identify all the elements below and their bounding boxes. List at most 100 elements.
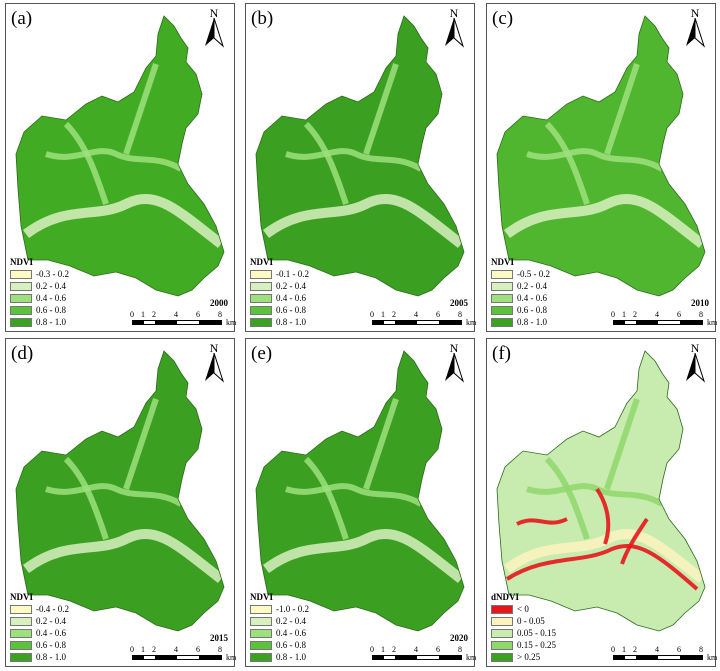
map-panel: (e) N NDVI -1.0 - 0.2 0.2 - 0.4 0.4 - 0.6 0.6 …	[245, 338, 476, 667]
legend-swatch	[250, 628, 272, 638]
scale-tick-label: 8	[218, 645, 222, 654]
legend-label: 0.8 - 1.0	[276, 317, 306, 327]
legend-item: -0.5 - 0.2	[491, 268, 550, 280]
scale-tick-label: 1	[381, 310, 385, 319]
panel-label: (a)	[11, 8, 33, 29]
legend-swatch	[10, 628, 32, 638]
study-area-map	[15, 15, 225, 297]
panel-label: (f)	[492, 343, 511, 364]
panel-label: (e)	[251, 343, 273, 364]
north-arrow-icon: N	[201, 6, 227, 48]
scale-tick-label: 6	[196, 645, 200, 654]
legend-swatch	[491, 652, 513, 662]
scale-tick-label: 2	[633, 310, 637, 319]
legend-item: 0.8 - 1.0	[10, 316, 69, 328]
legend-item: 0 - 0.05	[491, 615, 556, 627]
legend-item: 0.2 - 0.4	[250, 280, 309, 292]
legend-swatch	[250, 269, 272, 279]
legend-label: 0.6 - 0.8	[36, 305, 66, 315]
scale-tick-label: 4	[655, 645, 659, 654]
scale-tick-label: 8	[699, 310, 703, 319]
year-label: 2015	[210, 633, 228, 643]
scale-bar: 0 1 2 4 6 8 km	[130, 310, 236, 330]
legend-item: 0.4 - 0.6	[10, 292, 69, 304]
scale-tick-label: 0	[370, 310, 374, 319]
legend-swatch	[10, 293, 32, 303]
north-arrow-icon: N	[441, 6, 467, 48]
legend-item: 0.8 - 1.0	[491, 316, 550, 328]
scale-tick-label: 0	[130, 310, 134, 319]
scale-tick-label: 2	[633, 645, 637, 654]
legend-label: 0.8 - 1.0	[517, 317, 547, 327]
legend-swatch	[491, 317, 513, 327]
scale-unit: km	[466, 653, 477, 662]
north-label: N	[209, 341, 219, 355]
panel-label: (b)	[251, 8, 274, 29]
legend-title: NDVI	[250, 257, 274, 267]
scale-tick-label: 8	[218, 310, 222, 319]
map-panel: (c) N NDVI -0.5 - 0.2 0.2 - 0.4 0.4 - 0.6 0.6 …	[486, 3, 717, 332]
map-legend: NDVI -1.0 - 0.2 0.2 - 0.4 0.4 - 0.6 0.6 - 0.…	[250, 592, 309, 663]
legend-item: 0.4 - 0.6	[10, 627, 69, 639]
north-arrow-icon: N	[682, 6, 708, 48]
scale-bar: 0 1 2 4 6 8 km	[370, 310, 476, 330]
scale-bar: 0 1 2 4 6 8 km	[611, 645, 717, 665]
scale-tick-label: 6	[677, 310, 681, 319]
north-label: N	[690, 6, 700, 20]
legend-label: 0.05 - 0.15	[517, 628, 556, 638]
scale-tick-label: 4	[414, 310, 418, 319]
scale-tick-label: 0	[130, 645, 134, 654]
legend-label: < 0	[517, 604, 529, 614]
legend-swatch	[491, 281, 513, 291]
north-arrow-icon: N	[441, 341, 467, 383]
scale-tick-label: 2	[152, 310, 156, 319]
legend-swatch	[10, 305, 32, 315]
study-area-map	[255, 15, 465, 297]
scale-unit: km	[707, 653, 718, 662]
scale-tick-label: 6	[196, 310, 200, 319]
scale-tick-label: 1	[622, 645, 626, 654]
scale-tick-label: 2	[392, 310, 396, 319]
scale-tick-label: 1	[141, 645, 145, 654]
legend-label: 0.4 - 0.6	[276, 293, 306, 303]
map-legend: NDVI -0.3 - 0.2 0.2 - 0.4 0.4 - 0.6 0.6 - 0.…	[10, 257, 69, 328]
scale-tick-label: 2	[392, 645, 396, 654]
scale-tick-label: 8	[699, 645, 703, 654]
scale-bar: 0 1 2 4 6 8 km	[370, 645, 476, 665]
legend-label: -0.1 - 0.2	[276, 269, 309, 279]
legend-swatch	[10, 604, 32, 614]
north-label: N	[209, 6, 219, 20]
panel-label: (c)	[492, 8, 514, 29]
legend-label: -1.0 - 0.2	[276, 604, 309, 614]
legend-label: 0.2 - 0.4	[36, 281, 66, 291]
map-legend: dNDVI < 0 0 - 0.05 0.05 - 0.15 0.15 - 0.25 > …	[491, 592, 556, 663]
legend-item: 0.05 - 0.15	[491, 627, 556, 639]
scale-tick-label: 4	[655, 310, 659, 319]
legend-item: < 0	[491, 603, 556, 615]
scale-bar: 0 1 2 4 6 8 km	[611, 310, 717, 330]
legend-item: 0.6 - 0.8	[250, 639, 309, 651]
legend-swatch	[10, 269, 32, 279]
legend-swatch	[250, 305, 272, 315]
north-label: N	[690, 341, 700, 355]
legend-label: 0.6 - 0.8	[36, 640, 66, 650]
study-area-map	[15, 350, 225, 632]
legend-label: 0 - 0.05	[517, 616, 545, 626]
legend-item: 0.6 - 0.8	[491, 304, 550, 316]
legend-title: NDVI	[250, 592, 274, 602]
legend-label: 0.8 - 1.0	[36, 317, 66, 327]
map-panel: (d) N NDVI -0.4 - 0.2 0.2 - 0.4 0.4 - 0.6 0.6 …	[5, 338, 236, 667]
legend-label: 0.4 - 0.6	[36, 293, 66, 303]
legend-swatch	[491, 305, 513, 315]
scale-unit: km	[707, 318, 718, 327]
legend-item: 0.6 - 0.8	[10, 639, 69, 651]
map-panel: (a) N NDVI -0.3 - 0.2 0.2 - 0.4 0.4 - 0.6 0.6 …	[5, 3, 236, 332]
legend-title: dNDVI	[491, 592, 520, 602]
scale-tick-label: 8	[458, 645, 462, 654]
legend-item: 0.15 - 0.25	[491, 639, 556, 651]
legend-item: -0.3 - 0.2	[10, 268, 69, 280]
legend-swatch	[10, 616, 32, 626]
legend-label: -0.4 - 0.2	[36, 604, 69, 614]
legend-swatch	[10, 640, 32, 650]
